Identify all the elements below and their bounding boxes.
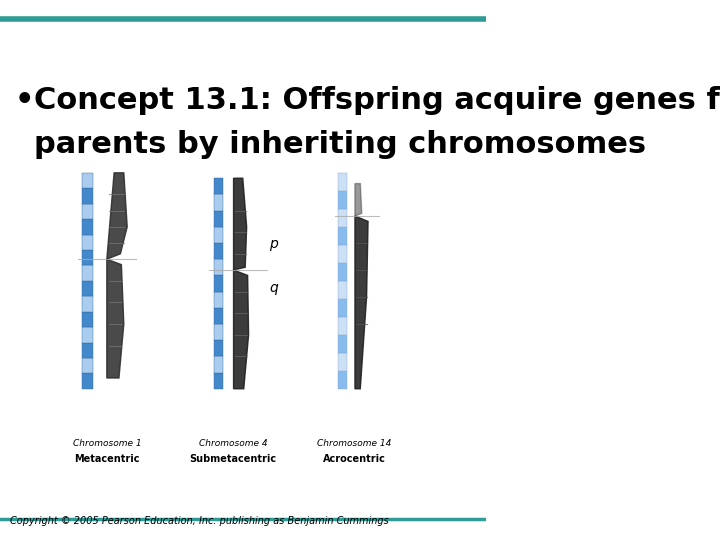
FancyBboxPatch shape <box>82 342 93 358</box>
FancyBboxPatch shape <box>338 173 347 191</box>
FancyBboxPatch shape <box>214 259 223 275</box>
Text: Submetacentric: Submetacentric <box>189 454 276 464</box>
FancyBboxPatch shape <box>214 211 223 227</box>
FancyBboxPatch shape <box>214 194 223 211</box>
Text: p: p <box>269 238 278 252</box>
Polygon shape <box>233 270 248 389</box>
Polygon shape <box>107 173 127 259</box>
FancyBboxPatch shape <box>214 243 223 259</box>
FancyBboxPatch shape <box>214 227 223 243</box>
Polygon shape <box>233 178 247 270</box>
Polygon shape <box>107 259 124 378</box>
FancyBboxPatch shape <box>82 327 93 342</box>
FancyBboxPatch shape <box>214 275 223 292</box>
FancyBboxPatch shape <box>214 308 223 324</box>
FancyBboxPatch shape <box>338 335 347 353</box>
FancyBboxPatch shape <box>338 299 347 317</box>
FancyBboxPatch shape <box>214 292 223 308</box>
FancyBboxPatch shape <box>82 373 93 389</box>
Polygon shape <box>355 216 368 389</box>
Text: parents by inheriting chromosomes: parents by inheriting chromosomes <box>34 130 646 159</box>
FancyBboxPatch shape <box>338 191 347 209</box>
Text: q: q <box>269 281 278 295</box>
Text: Chromosome 1: Chromosome 1 <box>73 438 141 448</box>
FancyBboxPatch shape <box>214 356 223 373</box>
Text: Concept 13.1: Offspring acquire genes from: Concept 13.1: Offspring acquire genes fr… <box>34 86 720 116</box>
FancyBboxPatch shape <box>82 312 93 327</box>
FancyBboxPatch shape <box>82 358 93 373</box>
FancyBboxPatch shape <box>214 324 223 340</box>
FancyBboxPatch shape <box>82 234 93 250</box>
FancyBboxPatch shape <box>82 250 93 265</box>
Text: Acrocentric: Acrocentric <box>323 454 386 464</box>
FancyBboxPatch shape <box>82 188 93 204</box>
FancyBboxPatch shape <box>214 178 223 194</box>
FancyBboxPatch shape <box>214 340 223 356</box>
FancyBboxPatch shape <box>214 373 223 389</box>
FancyBboxPatch shape <box>82 204 93 219</box>
FancyBboxPatch shape <box>82 296 93 312</box>
Text: Metacentric: Metacentric <box>74 454 140 464</box>
FancyBboxPatch shape <box>338 353 347 371</box>
FancyBboxPatch shape <box>82 281 93 296</box>
Text: Chromosome 14: Chromosome 14 <box>318 438 392 448</box>
FancyBboxPatch shape <box>82 219 93 234</box>
FancyBboxPatch shape <box>338 227 347 245</box>
FancyBboxPatch shape <box>338 263 347 281</box>
FancyBboxPatch shape <box>82 173 93 188</box>
Polygon shape <box>355 184 361 216</box>
FancyBboxPatch shape <box>338 371 347 389</box>
FancyBboxPatch shape <box>338 317 347 335</box>
Text: •: • <box>14 86 34 116</box>
Text: Chromosome 4: Chromosome 4 <box>199 438 267 448</box>
Text: Copyright © 2005 Pearson Education, Inc. publishing as Benjamin Cummings: Copyright © 2005 Pearson Education, Inc.… <box>9 516 389 526</box>
FancyBboxPatch shape <box>338 209 347 227</box>
FancyBboxPatch shape <box>82 265 93 281</box>
FancyBboxPatch shape <box>338 245 347 263</box>
FancyBboxPatch shape <box>338 281 347 299</box>
